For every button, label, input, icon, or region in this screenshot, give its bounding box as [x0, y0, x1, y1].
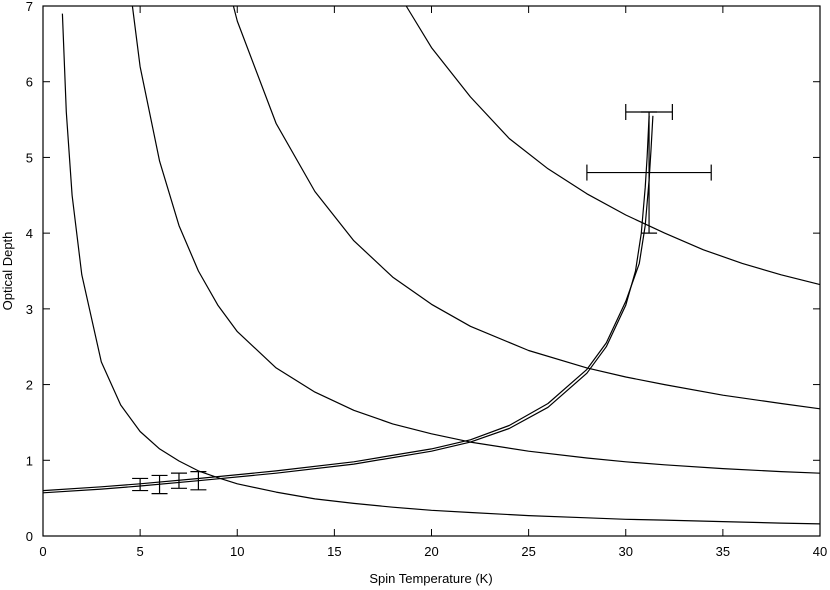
x-tick-label-8: 40: [813, 544, 827, 559]
curve-2: [232, 5, 821, 410]
error-bar-1: [586, 111, 712, 234]
x-tick-label-7: 35: [716, 544, 730, 559]
y-tick-label-2: 2: [26, 378, 33, 393]
y-tick-label-7: 7: [26, 0, 33, 14]
axis-ticks: [42, 5, 821, 537]
tick-labels: 0 5 10 15 20 25 30 35 40 0 1 2 3 4 5 6 7: [26, 0, 827, 559]
x-tick-label-4: 20: [424, 544, 438, 559]
y-tick-label-1: 1: [26, 453, 33, 468]
curve-4: [42, 115, 650, 494]
y-axis-label: Optical Depth: [0, 232, 15, 311]
x-axis-label: Spin Temperature (K): [369, 571, 492, 586]
error-bar-2: [132, 477, 149, 492]
y-tick-label-5: 5: [26, 150, 33, 165]
y-tick-label-0: 0: [26, 529, 33, 544]
curve-1: [131, 5, 821, 474]
plot-frame: [42, 5, 821, 537]
y-tick-label-6: 6: [26, 75, 33, 90]
y-tick-label-4: 4: [26, 226, 33, 241]
curve-0: [61, 13, 821, 525]
x-tick-label-3: 15: [327, 544, 341, 559]
y-tick-label-3: 3: [26, 302, 33, 317]
error-bars: [132, 104, 712, 495]
error-bar-5: [190, 471, 207, 491]
curves: [42, 5, 821, 525]
x-tick-label-1: 5: [137, 544, 144, 559]
x-tick-label-6: 30: [619, 544, 633, 559]
error-bar-3: [151, 474, 168, 495]
curve-5: [42, 115, 654, 492]
x-tick-label-5: 25: [521, 544, 535, 559]
curve-3: [405, 5, 821, 286]
x-tick-label-2: 10: [230, 544, 244, 559]
error-bar-4: [170, 472, 187, 489]
x-tick-label-0: 0: [39, 544, 46, 559]
